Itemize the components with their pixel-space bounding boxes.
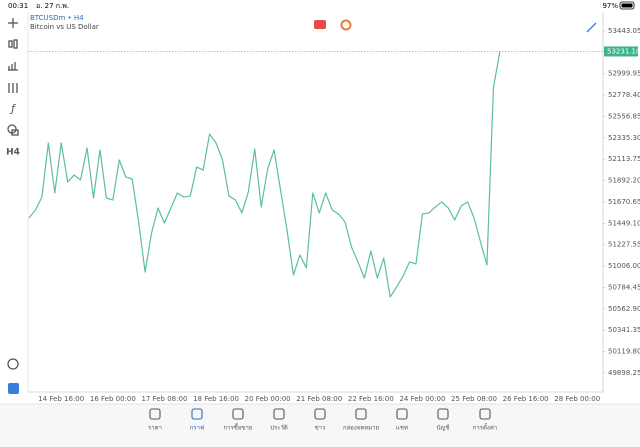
x-tick-label: 28 Feb 00:00 — [554, 395, 600, 403]
chart: 53443.05 52999.95 52778.40 52556.85 52335.30… — [27, 12, 640, 403]
nav-label[interactable]: กราฟ — [190, 425, 204, 432]
nav-icon[interactable] — [479, 408, 491, 420]
x-tick-label: 17 Feb 08:00 — [141, 395, 187, 403]
zoom-tool[interactable] — [7, 358, 19, 370]
y-tick-label: 51227.55 — [608, 241, 640, 249]
nav-icon[interactable] — [273, 408, 285, 420]
nav-icon[interactable] — [191, 408, 203, 420]
app-icon[interactable] — [8, 383, 19, 394]
y-tick-label: 52999.95 — [608, 70, 640, 78]
nav-icon[interactable] — [396, 408, 408, 420]
battery-icon — [619, 1, 635, 10]
y-tick-label: 50341.35 — [608, 326, 640, 334]
nav-label[interactable]: ราคา — [148, 425, 162, 432]
price-line — [28, 51, 501, 298]
x-tick-label: 21 Feb 08:00 — [296, 395, 342, 403]
nav-icon[interactable] — [437, 408, 449, 420]
x-tick-label: 18 Feb 16:00 — [193, 395, 239, 403]
crosshair-tool[interactable] — [8, 18, 18, 28]
nav-label[interactable]: บัญชี — [437, 424, 450, 432]
y-tick-label: 50119.80 — [608, 348, 640, 356]
y-tick-label: 52113.75 — [608, 155, 640, 163]
x-tick-label: 26 Feb 16:00 — [503, 395, 549, 403]
current-price-box — [604, 46, 638, 57]
indicators-tool[interactable] — [8, 62, 18, 71]
y-tick-label: 53443.05 — [608, 27, 640, 35]
y-tick-label: 51006.00 — [608, 262, 640, 270]
y-tick-label: 49898.25 — [608, 369, 640, 377]
battery-level — [621, 3, 633, 8]
nav-label[interactable]: กล่องจดหมาย — [343, 425, 379, 432]
timeframe-button[interactable]: H4 — [6, 148, 20, 158]
nav-icon[interactable] — [314, 408, 326, 420]
x-tick-label: 24 Feb 00:00 — [399, 395, 445, 403]
status-battery: 97% — [602, 2, 618, 10]
x-tick-label: 14 Feb 16:00 — [38, 395, 84, 403]
status-date: อ. 27 ก.พ. — [36, 2, 69, 10]
x-tick-label: 16 Feb 00:00 — [90, 395, 136, 403]
bottom-nav-bg — [0, 404, 640, 447]
bottom-nav: ราคา กราฟ การซื้อขาย ประวัติ ข่าว กล่องจดหมาย… — [148, 408, 497, 432]
y-tick-label: 51670.65 — [608, 198, 640, 206]
y-tick-label: 52778.40 — [608, 91, 640, 99]
left-toolbar: ƒ H4 — [6, 18, 20, 394]
nav-icon[interactable] — [232, 408, 244, 420]
current-price-label: 53231.10 — [607, 47, 640, 55]
nav-icon[interactable] — [355, 408, 367, 420]
nav-label[interactable]: การตั้งค่า — [473, 422, 497, 432]
settings-tool[interactable] — [8, 83, 18, 93]
objects-tool[interactable] — [7, 124, 19, 136]
one-click-button[interactable] — [340, 19, 352, 31]
y-tick-label: 50562.90 — [608, 305, 640, 313]
status-time: 00:31 — [8, 2, 28, 10]
nav-label[interactable]: แชท — [396, 425, 408, 432]
nav-icon[interactable] — [149, 408, 161, 420]
symbol-description: Bitcoin vs US Dollar — [30, 23, 99, 31]
y-tick-label: 51892.20 — [608, 177, 640, 185]
chart-type-tool[interactable] — [8, 39, 18, 49]
nav-label[interactable]: การซื้อขาย — [224, 422, 253, 432]
x-tick-label: 25 Feb 08:00 — [451, 395, 497, 403]
function-tool[interactable]: ƒ — [9, 102, 17, 115]
nav-label[interactable]: ข่าว — [315, 425, 326, 432]
nav-label[interactable]: ประวัติ — [270, 425, 288, 432]
y-tick-label: 50784.45 — [608, 283, 640, 291]
draw-tool[interactable] — [586, 22, 597, 33]
y-tick-label: 52556.85 — [608, 112, 640, 120]
x-tick-label: 20 Feb 00:00 — [245, 395, 291, 403]
sell-button[interactable] — [314, 20, 326, 29]
symbol-line: BTCUSDm • H4 — [30, 14, 84, 22]
y-tick-label: 51449.10 — [608, 219, 640, 227]
x-tick-label: 22 Feb 16:00 — [348, 395, 394, 403]
y-tick-label: 52335.30 — [608, 134, 640, 142]
